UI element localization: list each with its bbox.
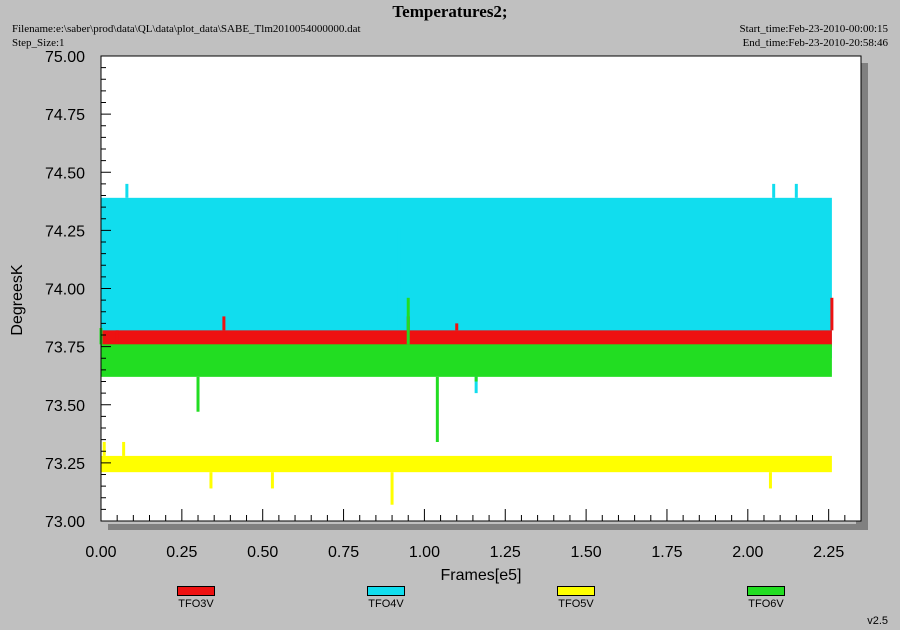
y-tick-label-2: 73.50 (45, 398, 85, 415)
x-axis-label: Frames[e5] (441, 567, 522, 584)
x-tick-label-4: 1.00 (409, 544, 440, 561)
y-axis-label: DegreesK (9, 264, 26, 335)
y-tick-label-6: 74.50 (45, 165, 85, 182)
step-size-label: Step_Size:1 (12, 37, 65, 49)
legend-swatch-tfo4v (367, 586, 405, 596)
y-tick-label-7: 74.75 (45, 107, 85, 124)
x-tick-label-5: 1.25 (490, 544, 521, 561)
x-tick-label-0: 0.00 (85, 544, 116, 561)
series-tfo6v (99, 297, 832, 442)
legend-swatch-tfo5v (557, 586, 595, 596)
series-band-tfo5v (101, 455, 832, 473)
x-tick-label-1: 0.25 (166, 544, 197, 561)
end-time-label: End_time:Feb-23-2010-20:58:46 (742, 37, 888, 49)
y-tick-label-5: 74.25 (45, 223, 85, 240)
y-tick-label-3: 73.75 (45, 340, 85, 357)
legend-swatch-tfo3v (177, 586, 215, 596)
legend-label-tfo6v: TFO6V (748, 598, 784, 610)
legend-label-tfo5v: TFO5V (558, 598, 594, 610)
filename-label: Filename:e:\saber\prod\data\QL\data\plot… (12, 23, 361, 35)
chart-title: Temperatures2; (392, 2, 508, 21)
start-time-label: Start_time:Feb-23-2010-00:00:15 (739, 23, 888, 35)
series-band-tfo3v (101, 330, 832, 347)
plot-shadow-bottom (108, 524, 868, 530)
y-tick-label-1: 73.25 (45, 456, 85, 473)
x-tick-label-8: 2.00 (732, 544, 763, 561)
y-tick-label-8: 75.00 (45, 49, 85, 66)
legend-item-tfo6v: TFO6V (736, 586, 796, 610)
axis-layer: 0.00 0.25 0.50 0.75 1.00 1.25 1.50 1.75 2.00 2.25… (45, 49, 862, 561)
version-label: v2.5 (867, 615, 888, 627)
legend-item-tfo5v: TFO5V (546, 586, 606, 610)
x-tick-label-6: 1.50 (571, 544, 602, 561)
legend-label-tfo4v: TFO4V (368, 598, 404, 610)
series-layer (99, 183, 834, 505)
x-tick-label-2: 0.50 (247, 544, 278, 561)
x-tick-label-7: 1.75 (651, 544, 682, 561)
legend-item-tfo3v: TFO3V (166, 586, 226, 610)
y-tick-label-4: 74.00 (45, 282, 85, 299)
series-tfo5v (101, 441, 832, 505)
legend-label-tfo3v: TFO3V (178, 598, 214, 610)
x-tick-label-9: 2.25 (813, 544, 844, 561)
series-band-tfo6v (101, 344, 832, 377)
legend-swatch-tfo6v (747, 586, 785, 596)
y-tick-label-0: 73.00 (45, 514, 85, 531)
legend-item-tfo4v: TFO4V (356, 586, 416, 610)
x-tick-label-3: 0.75 (328, 544, 359, 561)
